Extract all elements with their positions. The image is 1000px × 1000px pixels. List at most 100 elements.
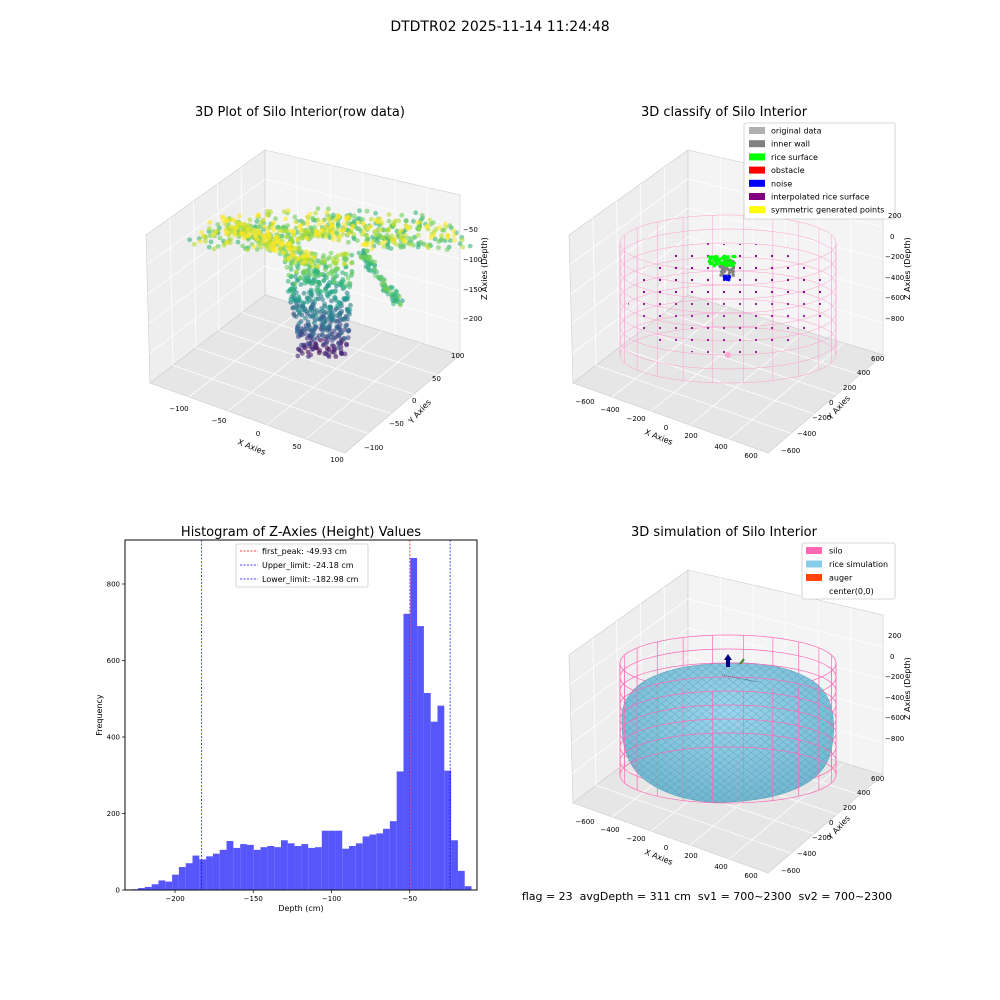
silo-ring-front — [619, 228, 837, 258]
sim-legend: silo rice simulation auger center(0,0) — [801, 542, 896, 600]
raw-xticks: −100 −50 0 50 100 — [169, 405, 343, 464]
grid-line — [595, 365, 792, 434]
grid-line — [571, 236, 689, 325]
legend-label: rice surface — [771, 153, 818, 162]
scatter-point — [311, 331, 317, 336]
cls-ytick: 200 — [843, 384, 856, 392]
scatter-point — [271, 247, 276, 253]
scatter-point — [366, 262, 372, 267]
sim-title: 3D simulation of Silo Interior — [631, 525, 818, 540]
sim-auger-shadow — [721, 674, 759, 683]
scatter-point — [390, 238, 396, 244]
inner-wall-point — [720, 268, 725, 273]
scatter-point — [409, 236, 415, 242]
raw-pane-floor — [149, 294, 461, 454]
scatter-point — [355, 238, 360, 244]
histogram-bar — [151, 884, 159, 890]
scatter-point — [373, 210, 378, 216]
scatter-point — [285, 278, 291, 284]
raw-ytick: 50 — [432, 375, 441, 383]
scatter-point — [392, 218, 398, 224]
cls-ytick: 600 — [871, 355, 884, 363]
scatter-point — [314, 324, 319, 330]
scatter-point — [317, 288, 323, 294]
noise-point — [722, 274, 727, 279]
scatter-point — [321, 258, 327, 264]
scatter-point — [304, 230, 310, 235]
scatter-point — [256, 229, 261, 234]
legend-label: auger — [829, 574, 853, 583]
scatter-point — [347, 311, 352, 317]
scatter-point — [272, 237, 277, 243]
scatter-point — [256, 242, 261, 248]
scatter-point — [364, 233, 370, 239]
scatter-point — [328, 309, 333, 314]
histogram-bar — [165, 881, 173, 890]
scatter-point — [228, 224, 234, 230]
scatter-point — [318, 272, 324, 277]
scatter-point — [362, 241, 368, 247]
scatter-point — [396, 294, 402, 300]
grid-line — [264, 265, 461, 324]
hist-legend-upper: Upper_limit: -24.18 cm — [262, 561, 354, 570]
scatter-point — [325, 333, 331, 339]
scatter-point — [281, 250, 286, 256]
scatter-point — [320, 219, 326, 224]
scatter-point — [436, 245, 441, 251]
scatter-point — [377, 227, 383, 233]
histogram-bar — [301, 844, 309, 890]
scatter-point — [304, 249, 310, 254]
histogram-bar — [287, 843, 295, 890]
sim-ytick: 400 — [857, 789, 870, 797]
cls-xlabel: X Axies — [643, 428, 674, 447]
scatter-point — [255, 213, 260, 219]
scatter-point — [230, 217, 236, 223]
scatter-point — [344, 341, 349, 347]
grid-line — [592, 217, 597, 366]
scatter-point — [452, 238, 457, 244]
scatter-point — [336, 214, 341, 220]
scatter-point — [411, 218, 416, 224]
sim-xtick: −600 — [575, 818, 594, 826]
scatter-point — [379, 220, 385, 226]
hist-legend: first_peak: -49.93 cm Upper_limit: -24.1… — [235, 543, 369, 588]
scatter-point — [342, 351, 348, 357]
scatter-point — [386, 212, 392, 218]
scatter-point — [301, 290, 307, 296]
scatter-point — [241, 221, 247, 227]
grid-line — [193, 200, 197, 348]
scatter-point — [369, 246, 375, 252]
raw-ytick: 100 — [451, 352, 464, 360]
scatter-point — [346, 239, 351, 245]
histogram-bar — [376, 833, 384, 890]
scatter-point — [296, 308, 301, 313]
raw-xtick: 100 — [330, 456, 343, 464]
scatter-point — [331, 343, 337, 349]
scatter-point — [372, 228, 378, 234]
scatter-point — [291, 313, 297, 318]
legend-swatch — [806, 547, 822, 554]
sim-xlabel: X Axies — [643, 848, 674, 867]
raw-scatter-title: 3D Plot of Silo Interior(row data) — [195, 105, 405, 120]
scatter-point — [337, 311, 343, 317]
scatter-point — [252, 227, 257, 233]
scatter-point — [267, 242, 273, 247]
scatter-point — [372, 259, 377, 265]
grid-line — [728, 762, 845, 860]
scatter-point — [385, 286, 391, 292]
grid-line — [264, 178, 461, 228]
sim-auger — [721, 654, 759, 683]
sim-zlabel: Z Axies (Depth) — [903, 657, 912, 720]
histogram-bar — [172, 874, 179, 890]
scatter-point — [210, 232, 216, 238]
scatter-point — [344, 251, 350, 257]
raw-xtick: 50 — [293, 443, 302, 451]
scatter-point — [197, 239, 203, 244]
scatter-point — [300, 235, 306, 241]
scatter-point — [349, 270, 355, 276]
hist-legend-frame — [235, 543, 369, 588]
scatter-point — [326, 206, 331, 212]
scatter-point — [366, 225, 371, 231]
rice-surface-point — [711, 255, 716, 259]
histogram-bar — [383, 828, 390, 890]
